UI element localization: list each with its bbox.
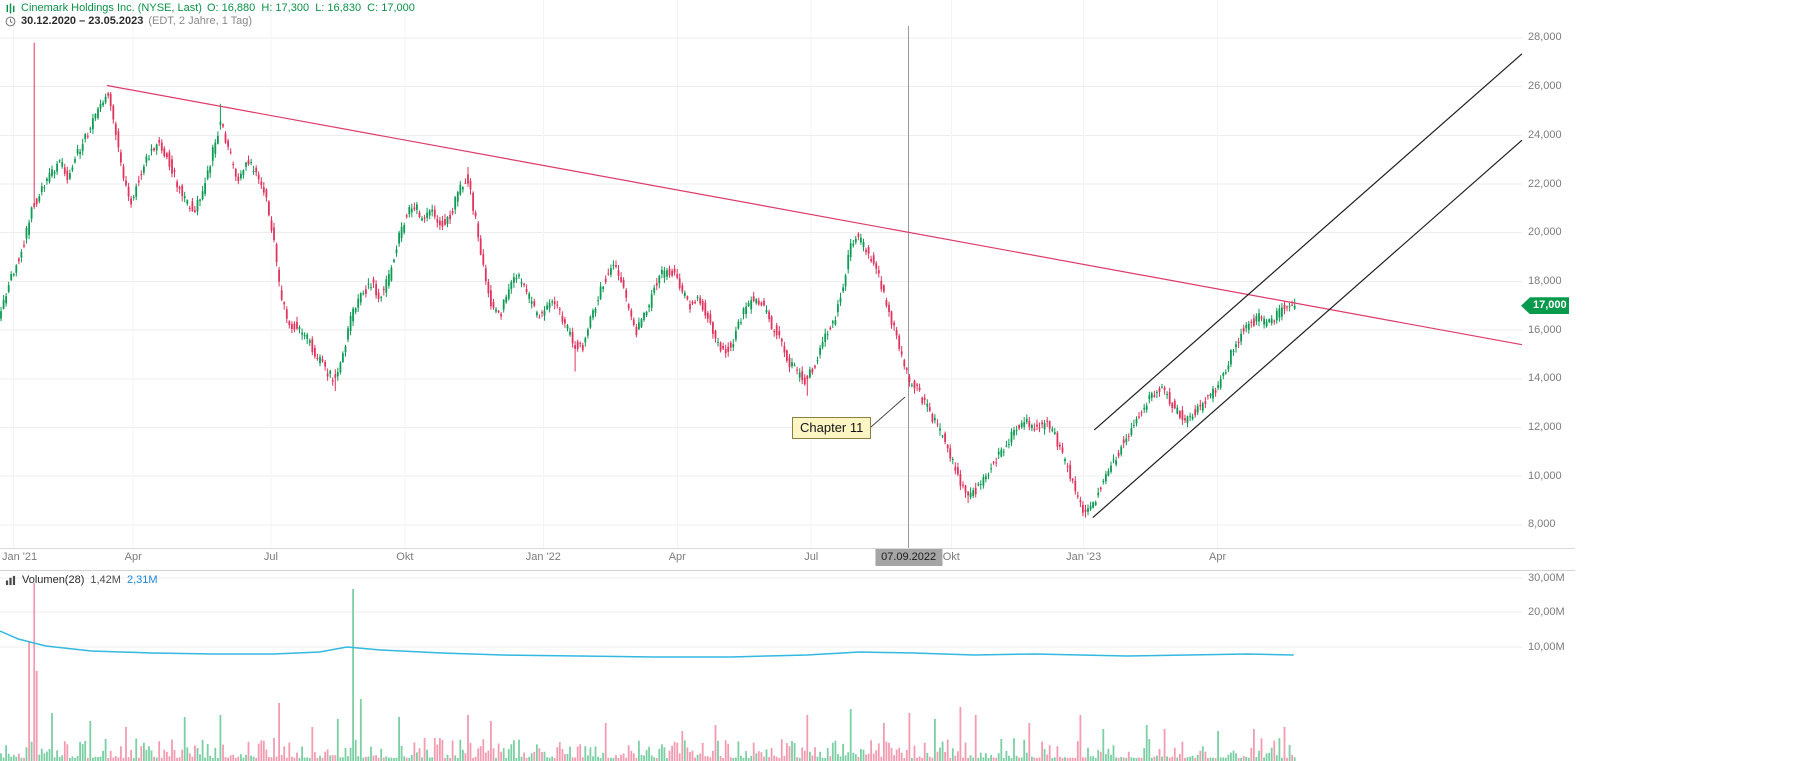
volume-last-value: 2,31M [126, 574, 158, 586]
range-header: 30.12.2020 – 23.05.2023 (EDT, 2 Jahre, 1… [5, 15, 252, 27]
session-info: (EDT, 2 Jahre, 1 Tag) [148, 15, 253, 27]
volume-indicator-label: Volumen(28) [22, 574, 85, 586]
last-price-tag: 17,000 [1521, 297, 1569, 315]
candlestick-chart-icon [5, 2, 16, 14]
volume-header: Volumen(28) 1,42M 2,31M [5, 574, 158, 586]
clock-icon [5, 16, 16, 27]
volume-ma-value: 1,42M [90, 574, 121, 586]
ohlc-readout: O: 16,880 H: 17,300 L: 16,830 C: 17,000 [206, 2, 415, 14]
annotation-chapter-11[interactable]: Chapter 11 [792, 417, 872, 439]
bar-chart-icon [5, 575, 16, 586]
highlighted-date-label: 07.09.2022 [875, 549, 943, 566]
instrument-title: Cinemark Holdings Inc. (NYSE, Last) [21, 2, 202, 14]
date-range: 30.12.2020 – 23.05.2023 [21, 15, 144, 27]
instrument-header: Cinemark Holdings Inc. (NYSE, Last) O: 1… [5, 2, 415, 14]
last-price-value: 17,000 [1533, 299, 1567, 312]
